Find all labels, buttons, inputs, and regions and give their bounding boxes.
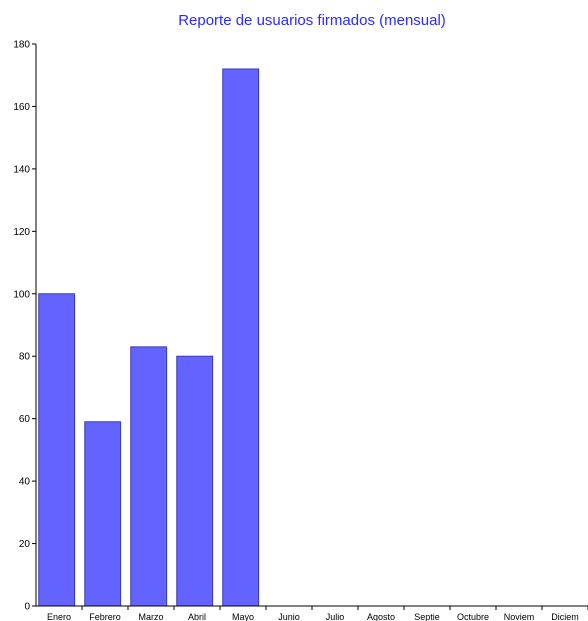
y-tick-label: 160 <box>13 102 30 113</box>
bar-marzo <box>130 346 168 607</box>
x-tick-label: Mayo <box>232 612 254 621</box>
y-tick-label: 120 <box>13 227 30 238</box>
chart-title: Reporte de usuarios firmados (mensual) <box>178 12 446 29</box>
y-ticks-group: 0 20 40 60 80 100 120 140 160 180 <box>13 40 36 613</box>
y-tick-label: 100 <box>13 289 30 300</box>
y-tick-label: 140 <box>13 164 30 175</box>
y-tick-label: 180 <box>13 40 30 51</box>
x-tick-label: Agosto <box>367 612 395 621</box>
bar-febrero <box>84 421 122 607</box>
y-tick-label: 20 <box>19 539 31 550</box>
y-tick-label: 60 <box>19 414 31 425</box>
y-tick-label: 80 <box>19 352 31 363</box>
x-tick-label: Febrero <box>89 612 121 621</box>
bar-mayo <box>222 68 260 607</box>
x-tick-label: Abril <box>188 612 206 621</box>
x-tick-label: Noviem <box>504 612 535 621</box>
x-ticks-group: Enero Febrero Marzo Abril Mayo Junio Julio Agos… <box>47 606 588 621</box>
bar-abril <box>176 355 214 607</box>
y-tick-label: 0 <box>24 602 30 613</box>
x-tick-label: Julio <box>326 612 345 621</box>
x-tick-label: Marzo <box>138 612 163 621</box>
x-tick-label: Septie <box>414 612 440 621</box>
bars-group <box>38 68 260 607</box>
x-tick-label: Enero <box>47 612 71 621</box>
x-tick-label: Octubre <box>457 612 489 621</box>
x-tick-label: Junio <box>278 612 300 621</box>
x-tick-label: Diciem <box>551 612 579 621</box>
bar-enero <box>38 293 76 607</box>
y-tick-label: 40 <box>19 477 31 488</box>
